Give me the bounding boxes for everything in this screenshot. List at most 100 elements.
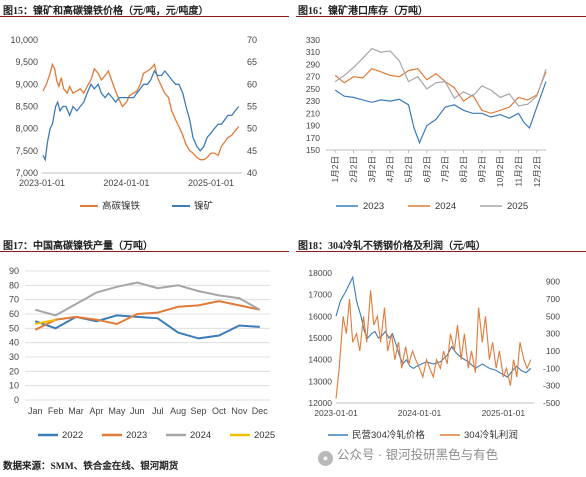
x-tick-label: Jan	[28, 406, 43, 416]
x-tick-label: 6月2日	[422, 156, 432, 182]
series-line-高碳镍铁	[42, 62, 240, 161]
y-left-tick-label: 13000	[308, 376, 332, 386]
x-tick-label: 2025-01-01	[188, 178, 234, 188]
legend-label: 2023	[363, 201, 384, 212]
chart-title-304-price-profit: 图18：304冷轧不锈钢价格及利润（元/吨）	[298, 241, 486, 252]
y-tick-label: 270	[306, 72, 320, 82]
x-tick-label: 11月2日	[514, 156, 524, 187]
x-tick-label: 2025-01-01	[482, 408, 526, 418]
y-tick-label: 10	[9, 381, 19, 391]
x-tick-label: May	[108, 406, 126, 416]
y-tick-label: 230	[306, 96, 320, 106]
x-tick-label: 2023-01-01	[19, 178, 65, 188]
legend-label: 民营304冷轧价格	[352, 429, 425, 441]
x-tick-label: 2024-01-01	[398, 408, 442, 418]
y-right-tick-label: -100	[543, 363, 560, 373]
watermark: ● 公众号 · 银河投研黑色与有色	[318, 444, 498, 466]
x-tick-label: Jul	[152, 406, 164, 416]
legend-label: 2024	[190, 430, 211, 441]
chart-ferronickel-output: 0 10 20 30 40 50 60 70 80 90 Jan Feb Mar Apr May Jun Jul…	[9, 266, 275, 441]
y-tick-label: 150	[306, 145, 320, 155]
x-tick-label: Jun	[130, 406, 145, 416]
series-line-镍矿	[42, 69, 240, 162]
legend-label: 2022	[62, 430, 83, 441]
chart-304-price-profit: 12000 13000 14000 15000 16000 17000 18000 -500 -…	[308, 268, 560, 441]
y-right-tick-label: 900	[546, 277, 560, 287]
legend-label: 2023	[126, 430, 147, 441]
y-right-tick-label: 55	[247, 102, 257, 112]
x-tick-label: 2024-01-01	[103, 178, 149, 188]
y-right-tick-label: 45	[247, 146, 257, 156]
x-tick-label: 1月2日	[330, 156, 340, 182]
legend-label: 高碳镍铁	[102, 200, 141, 212]
chart-title-nickel-ore-ferronickel-price: 图15：镍矿和高碳镍铁价格（元/吨，元/吨度）	[3, 6, 209, 17]
y-right-tick-label: -300	[543, 381, 560, 391]
watermark-text: 公众号 · 银河投研黑色与有色	[337, 448, 499, 462]
title-divider	[0, 251, 289, 252]
x-tick-label: Oct	[212, 406, 227, 416]
y-tick-label: 30	[9, 352, 19, 362]
series-line-2024	[334, 68, 547, 114]
chart-title-ferronickel-output: 图17：中国高碳镍铁产量（万吨）	[3, 241, 153, 252]
x-tick-label: 9月2日	[477, 156, 487, 182]
legend-label: 镍矿	[194, 200, 214, 212]
series-line-2024	[34, 281, 261, 317]
y-tick-label: 330	[306, 35, 320, 45]
y-left-tick-label: 14000	[308, 355, 332, 365]
y-right-tick-label: 65	[247, 57, 257, 67]
series-line-民营304冷轧价格	[335, 275, 532, 378]
y-left-tick-label: 7,000	[15, 168, 38, 178]
y-right-tick-label: 40	[247, 168, 257, 178]
y-left-tick-label: 9,000	[15, 79, 38, 89]
y-left-tick-label: 8,500	[15, 102, 38, 112]
title-divider	[296, 251, 586, 252]
x-tick-label: 12月2日	[532, 156, 542, 187]
y-tick-label: 90	[9, 266, 19, 276]
x-tick-label: Aug	[170, 406, 186, 416]
x-tick-label: Mar	[68, 406, 84, 416]
y-tick-label: 170	[306, 133, 320, 143]
y-tick-label: 210	[306, 108, 320, 118]
y-tick-label: 250	[306, 84, 320, 94]
chart-nickel-ore-ferronickel-price: 7,000 7,500 8,000 8,500 9,000 9,500 10,000 40 45…	[10, 35, 257, 212]
x-tick-label: Apr	[89, 406, 103, 416]
y-right-tick-label: 500	[546, 311, 560, 321]
y-tick-label: 310	[306, 47, 320, 57]
y-tick-label: 50	[9, 323, 19, 333]
x-tick-label: 3月2日	[367, 156, 377, 182]
y-left-tick-label: 16000	[308, 311, 332, 321]
x-tick-label: 4月2日	[385, 156, 395, 182]
x-tick-label: 8月2日	[459, 156, 469, 182]
y-right-tick-label: 100	[546, 346, 560, 356]
series-line-2025	[334, 47, 547, 107]
legend-label: 2025	[507, 201, 528, 212]
y-tick-label: 80	[9, 280, 19, 290]
series-line-304冷轧利润	[335, 290, 532, 399]
y-tick-label: 70	[9, 295, 19, 305]
y-right-tick-label: 60	[247, 79, 257, 89]
x-tick-label: Sep	[191, 406, 207, 416]
x-tick-label: Feb	[48, 406, 64, 416]
y-left-tick-label: 17000	[308, 290, 332, 300]
y-right-tick-label: 700	[546, 294, 560, 304]
x-tick-label: Nov	[231, 406, 248, 416]
x-tick-label: 2月2日	[349, 156, 359, 182]
y-right-tick-label: -500	[543, 398, 560, 408]
x-tick-label: 7月2日	[440, 156, 450, 182]
x-tick-label: 10月2日	[495, 156, 505, 187]
y-left-tick-label: 18000	[308, 268, 332, 278]
title-divider	[0, 16, 289, 17]
y-tick-label: 290	[306, 59, 320, 69]
series-line-2025	[34, 318, 56, 325]
series-line-2023	[334, 81, 547, 145]
y-tick-label: 40	[9, 338, 19, 348]
title-divider	[296, 16, 586, 17]
y-left-tick-label: 10,000	[10, 35, 38, 45]
y-tick-label: 60	[9, 309, 19, 319]
legend-label: 2025	[254, 430, 275, 441]
y-left-tick-label: 8,000	[15, 124, 38, 134]
x-tick-label: Dec	[252, 406, 269, 416]
y-tick-label: 0	[14, 395, 19, 405]
y-right-tick-label: 300	[546, 329, 560, 339]
y-tick-label: 190	[306, 121, 320, 131]
